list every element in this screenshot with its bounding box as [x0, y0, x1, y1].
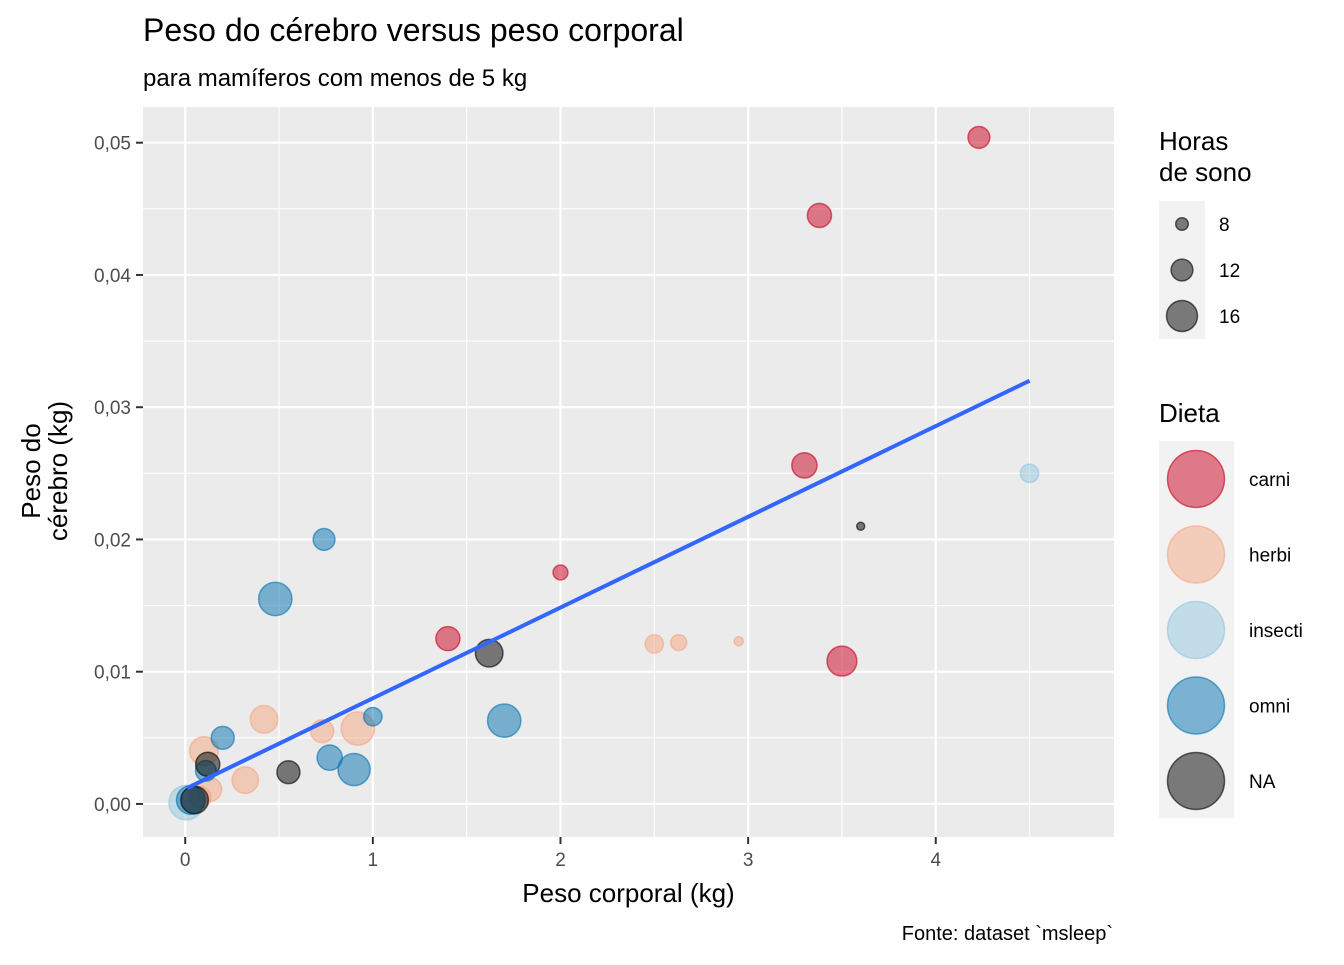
y-axis: 0,00 0,01 0,02 0,03 0,04 0,05 [94, 134, 143, 816]
size-legend-title-line-1: Horas [1159, 126, 1228, 156]
x-axis-label: Peso corporal (kg) [522, 878, 734, 908]
data-point-carni [806, 202, 833, 229]
data-points [168, 125, 1040, 821]
color-legend-label: herbi [1249, 546, 1291, 567]
color-legend-label: carni [1249, 470, 1290, 491]
color-legend: Dieta carni herbi insecti omni NA [1159, 398, 1303, 818]
x-tick-label: 2 [555, 850, 566, 871]
data-point-omni [337, 752, 371, 787]
color-legend-key-herbi [1166, 525, 1226, 584]
data-point-herbi [231, 766, 260, 795]
chart-title: Peso do cérebro versus peso corporal [143, 12, 684, 48]
plot-panel [143, 107, 1114, 837]
data-point-omni [312, 527, 336, 552]
x-tick-label: 0 [180, 850, 191, 871]
y-tick-label: 0,03 [94, 398, 131, 419]
data-point-herbi [644, 633, 665, 654]
size-legend-title-line-2: de sono [1159, 157, 1252, 187]
x-tick-label: 4 [930, 850, 941, 871]
data-point-carni [967, 125, 991, 150]
size-legend-label: 16 [1219, 307, 1240, 328]
data-point-carni [435, 625, 461, 652]
color-legend-label: NA [1249, 772, 1276, 793]
data-point-na [180, 785, 210, 815]
data-point-insecti [1019, 463, 1040, 484]
size-legend: Horas de sono 8 12 16 [1159, 126, 1252, 339]
color-legend-title: Dieta [1159, 398, 1220, 428]
color-legend-key-omni [1166, 676, 1226, 735]
size-legend-key-12 [1170, 258, 1194, 282]
color-legend-key-insecti [1166, 600, 1226, 660]
y-axis-label-line-2: cérebro (kg) [43, 401, 73, 541]
x-tick-label: 1 [368, 850, 379, 871]
color-legend-key-na [1166, 751, 1226, 811]
data-point-na [276, 759, 301, 785]
major-gridlines [143, 107, 1114, 837]
chart-caption: Fonte: dataset `msleep` [902, 923, 1113, 945]
trend-line [186, 378, 1031, 790]
y-tick-label: 0,01 [94, 663, 131, 684]
data-point-omni [362, 706, 383, 727]
y-axis-label-line-1: Peso do [16, 423, 46, 518]
size-legend-key-16 [1165, 299, 1199, 333]
data-point-carni [791, 452, 818, 479]
y-tick-label: 0,00 [94, 795, 131, 816]
data-point-omni [486, 703, 522, 739]
x-axis: 0 1 2 3 4 [180, 837, 941, 871]
y-tick-label: 0,02 [94, 530, 131, 551]
color-legend-label: insecti [1249, 621, 1303, 642]
size-legend-label: 8 [1219, 215, 1230, 236]
data-point-herbi [669, 633, 688, 652]
data-point-carni [552, 564, 569, 581]
y-tick-label: 0,05 [94, 134, 131, 155]
data-point-carni [826, 645, 858, 677]
size-legend-key-8 [1174, 216, 1190, 232]
color-legend-key-carni [1166, 449, 1226, 509]
size-legend-label: 12 [1219, 261, 1240, 282]
color-legend-label: omni [1249, 697, 1290, 718]
data-point-omni [210, 725, 235, 751]
data-point-omni [257, 581, 293, 617]
data-point-herbi [249, 704, 279, 734]
y-tick-label: 0,04 [94, 266, 131, 287]
data-point-herbi [733, 635, 745, 647]
chart-subtitle: para mamíferos com menos de 5 kg [143, 65, 527, 92]
data-point-na [855, 521, 866, 531]
x-tick-label: 3 [743, 850, 754, 871]
